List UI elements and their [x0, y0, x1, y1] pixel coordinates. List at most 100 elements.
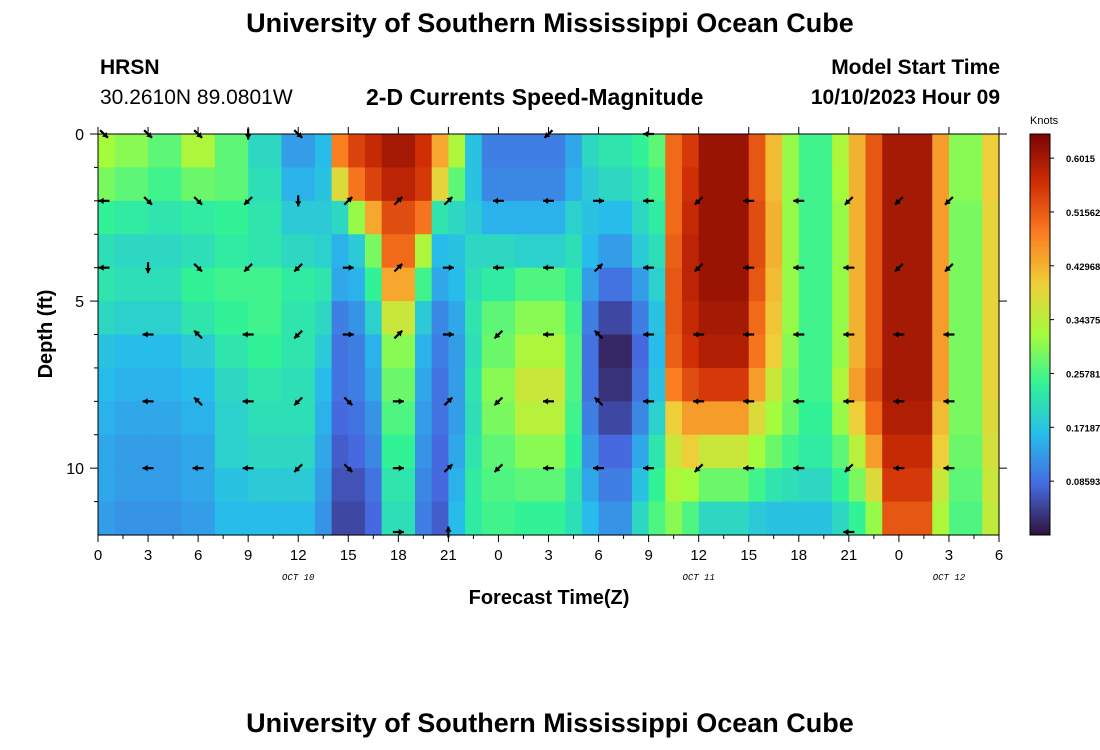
current-vector-arrow: [793, 264, 805, 271]
heatmap-cell: [832, 401, 850, 436]
heatmap-cell: [281, 234, 316, 269]
heatmap-cell: [598, 167, 633, 202]
heatmap-cell: [314, 334, 333, 369]
heatmap-cell: [281, 134, 316, 169]
heatmap-cell: [648, 401, 666, 436]
current-vector-arrow: [243, 196, 253, 206]
heatmap-cell: [598, 434, 633, 469]
heatmap-cell: [314, 501, 333, 536]
heatmap-cell: [948, 367, 983, 402]
heatmap-cell: [98, 234, 116, 269]
current-vector-arrow: [142, 398, 154, 405]
heatmap-cell: [415, 501, 433, 536]
heatmap-cell: [181, 501, 216, 536]
heatmap-cell: [598, 367, 633, 402]
station-name: HRSN: [100, 56, 160, 79]
current-vector-arrow: [743, 465, 755, 472]
heatmap-cell: [431, 401, 449, 436]
heatmap-cell: [465, 200, 483, 235]
heatmap-cell: [248, 301, 283, 336]
heatmap-cell: [515, 468, 566, 503]
heatmap-cell: [798, 401, 833, 436]
current-vector-arrow: [593, 263, 604, 273]
heatmap-cell: [598, 267, 633, 302]
heatmap-cell: [381, 501, 416, 536]
heatmap-cell: [348, 367, 366, 402]
heatmap-cell: [948, 301, 983, 336]
heatmap-cell: [381, 200, 416, 235]
heatmap-cell: [982, 301, 1000, 336]
heatmap-cell: [448, 401, 466, 436]
heatmap-cell: [832, 334, 850, 369]
heatmap-cell: [848, 200, 867, 235]
heatmap-cell: [798, 234, 833, 269]
heatmap-cell: [665, 367, 683, 402]
heatmap-cell: [798, 334, 833, 369]
heatmap-cell: [681, 167, 700, 202]
current-vector-arrow: [894, 263, 904, 273]
x-tick-label: 12: [690, 547, 707, 564]
current-vector-arrow: [943, 331, 955, 338]
heatmap-cell: [114, 267, 149, 302]
heatmap-cell: [465, 167, 483, 202]
current-vector-arrow: [793, 465, 805, 472]
heatmap-cell: [798, 301, 833, 336]
heatmap-cell: [314, 401, 333, 436]
heatmap-cell: [832, 468, 850, 503]
heatmap-cell: [932, 334, 950, 369]
heatmap-cell: [698, 167, 750, 202]
heatmap-cell: [665, 134, 683, 169]
heatmap-cell: [832, 434, 850, 469]
heatmap-cell: [565, 434, 583, 469]
x-tick-label: 18: [390, 547, 407, 564]
heatmap-cell: [181, 200, 216, 235]
heatmap-cell: [832, 501, 850, 536]
heatmap-cell: [648, 334, 666, 369]
current-vector-arrow: [793, 398, 805, 405]
heatmap-cell: [698, 334, 750, 369]
heatmap-cell: [698, 434, 750, 469]
heatmap-cell: [481, 468, 516, 503]
heatmap-cell: [882, 134, 933, 169]
current-vector-arrow: [793, 331, 805, 338]
heatmap-cell: [782, 367, 800, 402]
current-vector-arrow: [242, 398, 254, 405]
heatmap-cell: [648, 234, 666, 269]
heatmap-cell: [281, 267, 316, 302]
heatmap-cell: [765, 301, 783, 336]
heatmap-cell: [314, 468, 333, 503]
heatmap-cell: [248, 367, 283, 402]
heatmap-cell: [982, 134, 1000, 169]
heatmap-cell: [98, 167, 116, 202]
heatmap-cell: [248, 167, 283, 202]
heatmap-cell: [765, 468, 783, 503]
heatmap-cell: [665, 434, 683, 469]
heatmap-cell: [364, 468, 383, 503]
heatmap-cell: [331, 234, 349, 269]
heatmap-cell: [581, 167, 600, 202]
heatmap-cell: [765, 134, 783, 169]
current-vector-arrow: [693, 331, 705, 338]
heatmap-cell: [565, 267, 583, 302]
heatmap-cell: [932, 401, 950, 436]
heatmap-cell: [865, 334, 883, 369]
current-vector-arrow: [743, 398, 755, 405]
heatmap-cell: [348, 301, 366, 336]
heatmap-cell: [782, 434, 800, 469]
heatmap-cell: [314, 234, 333, 269]
heatmap-cell: [581, 301, 600, 336]
heatmap-cell: [114, 501, 149, 536]
heatmap-cell: [581, 334, 600, 369]
colorbar-tick-label: 0.25781: [1066, 369, 1100, 380]
current-vector-arrow: [743, 197, 755, 204]
heatmap-cell: [948, 501, 983, 536]
heatmap-cell: [481, 200, 516, 235]
date-label: OCT 10: [282, 573, 315, 583]
heatmap-cell: [932, 367, 950, 402]
heatmap-cell: [181, 167, 216, 202]
heatmap-cell: [631, 234, 650, 269]
heatmap-cell: [314, 200, 333, 235]
current-vector-arrow: [443, 396, 454, 406]
colorbar-tick-label: 0.08593: [1066, 477, 1100, 488]
model-start-time: 10/10/2023 Hour 09: [810, 86, 1000, 109]
